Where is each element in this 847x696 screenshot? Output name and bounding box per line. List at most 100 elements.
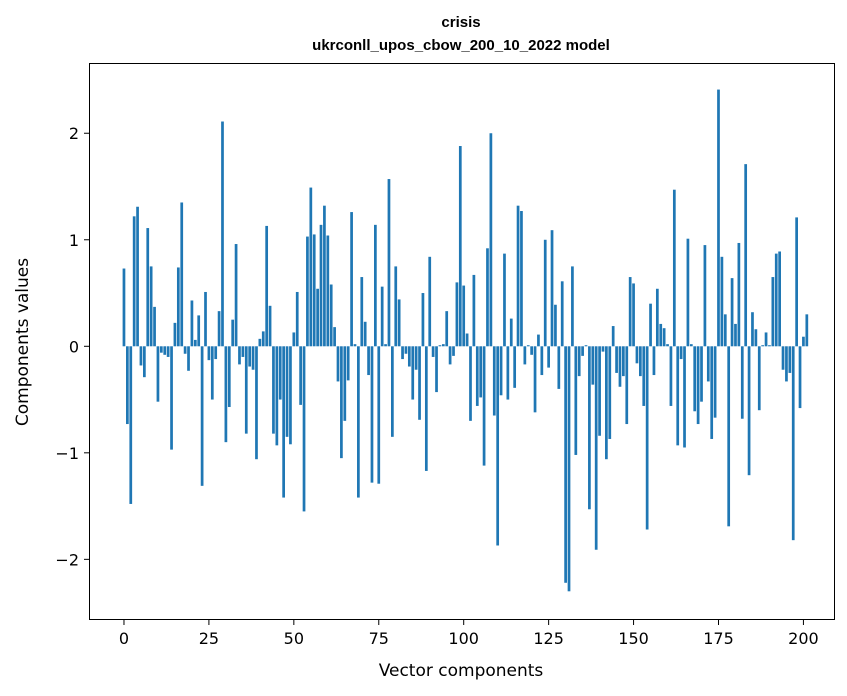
- bar: [401, 346, 404, 360]
- bar: [346, 346, 350, 381]
- bar: [438, 345, 442, 347]
- bar: [370, 346, 374, 483]
- bar: [458, 146, 462, 347]
- bar: [805, 314, 809, 347]
- bar: [785, 346, 788, 382]
- y-axis-ticks: −2 −1 0 1 2: [55, 124, 90, 569]
- bar: [173, 322, 177, 347]
- bar: [639, 346, 642, 377]
- bar: [509, 318, 513, 347]
- bar: [771, 277, 775, 347]
- bar: [778, 251, 781, 347]
- bar: [513, 346, 517, 388]
- bar: [462, 285, 466, 347]
- bar: [292, 332, 296, 347]
- bar: [163, 346, 167, 355]
- bar: [781, 346, 785, 370]
- bar: [537, 334, 540, 347]
- bar: [503, 253, 506, 347]
- bar: [734, 323, 737, 347]
- bar: [241, 346, 245, 357]
- bar: [143, 346, 146, 378]
- bar: [265, 225, 269, 347]
- bar: [717, 89, 720, 347]
- bar: [278, 346, 282, 400]
- bar: [574, 346, 578, 455]
- bar: [326, 235, 330, 347]
- bar: [282, 346, 285, 498]
- bar: [309, 187, 313, 347]
- bar: [492, 346, 496, 416]
- bar: [747, 346, 751, 476]
- bar: [761, 345, 765, 347]
- bar: [129, 346, 133, 504]
- bar: [244, 346, 248, 434]
- bar: [798, 346, 802, 409]
- bar: [418, 346, 421, 420]
- bar: [523, 346, 527, 365]
- bar: [343, 346, 347, 421]
- bar: [217, 311, 221, 347]
- bar: [655, 288, 659, 347]
- bar: [530, 346, 533, 355]
- bar: [295, 291, 299, 347]
- bar: [577, 346, 581, 377]
- bar: [448, 346, 452, 365]
- chart-subtitle: ukrconll_upos_cbow_200_10_2022 model: [312, 37, 610, 54]
- bar: [323, 205, 326, 347]
- bar: [204, 291, 207, 347]
- bar: [268, 305, 272, 347]
- bar: [669, 346, 673, 406]
- bar: [187, 346, 190, 371]
- bar: [360, 277, 364, 347]
- x-tick-label: 25: [199, 629, 219, 648]
- bar: [302, 346, 306, 512]
- bar: [421, 293, 425, 347]
- bar: [594, 346, 598, 550]
- bar: [465, 333, 469, 347]
- bar: [136, 206, 139, 347]
- bar: [516, 205, 520, 347]
- y-tick-label: 1: [69, 231, 79, 250]
- bar: [533, 346, 537, 413]
- y-axis-label: Components values: [13, 258, 33, 426]
- bar: [543, 239, 547, 347]
- bar: [615, 346, 618, 373]
- bar: [149, 266, 153, 347]
- x-tick-label: 100: [448, 629, 479, 648]
- bar: [486, 248, 489, 347]
- plot-frame: [89, 63, 835, 620]
- bar: [319, 224, 323, 347]
- bar: [197, 315, 201, 347]
- bar: [598, 346, 601, 436]
- bar: [693, 346, 697, 412]
- bar: [387, 179, 391, 347]
- bar: [764, 332, 768, 347]
- bar: [506, 346, 510, 400]
- bar: [231, 319, 235, 347]
- bar: [190, 300, 194, 347]
- bar: [740, 346, 744, 419]
- bar: [791, 346, 795, 541]
- bar: [489, 133, 493, 347]
- bar: [251, 346, 255, 370]
- bar: [652, 346, 656, 376]
- bar: [200, 346, 204, 486]
- bar: [176, 267, 180, 347]
- bar: [499, 346, 503, 396]
- y-tick-label: 2: [69, 124, 79, 143]
- bar: [554, 304, 557, 347]
- bar: [221, 121, 224, 347]
- bar: [659, 323, 663, 347]
- bar: [683, 346, 686, 448]
- chart-title: crisis: [441, 14, 480, 31]
- bar: [557, 346, 561, 389]
- x-tick-label: 75: [369, 629, 389, 648]
- bar: [248, 346, 252, 367]
- bar: [316, 288, 319, 347]
- bar: [126, 346, 129, 425]
- bar: [672, 189, 676, 347]
- bar: [207, 346, 211, 361]
- bar: [210, 346, 214, 400]
